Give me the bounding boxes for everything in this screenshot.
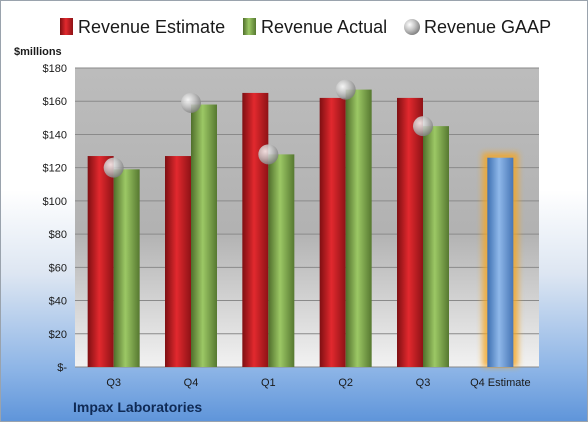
x-tick-label: Q2 — [338, 377, 353, 389]
legend: Revenue Estimate Revenue Actual Revenue … — [60, 17, 551, 37]
bar-revenue-estimate — [165, 156, 191, 367]
x-tick-label: Q3 — [106, 377, 121, 389]
bar-revenue-actual — [345, 89, 372, 367]
y-tick-label: $80 — [49, 229, 67, 241]
bar-revenue-estimate — [242, 92, 269, 368]
y-tick-label: $60 — [49, 262, 67, 274]
plot-area — [75, 68, 539, 367]
y-tick-label: $120 — [43, 163, 67, 175]
bar-q4-estimate — [487, 157, 514, 367]
bars — [87, 89, 519, 368]
gridlines — [75, 67, 539, 368]
bar-revenue-actual — [113, 169, 140, 367]
y-tick-label: $40 — [49, 296, 67, 308]
x-tick-label: Q4 Estimate — [470, 377, 531, 389]
x-tick-label: Q3 — [416, 377, 431, 389]
legend-label-estimate: Revenue Estimate — [78, 17, 225, 37]
gaap-marker — [103, 157, 124, 178]
company-name: Impax Laboratories — [73, 399, 202, 415]
bar-revenue-estimate — [397, 97, 423, 368]
x-tick-label: Q1 — [261, 377, 276, 389]
y-tick-label: $140 — [43, 129, 67, 141]
bar-revenue-actual — [423, 126, 449, 367]
x-axis: Q3 Q4 Q1 Q2 Q3 Q4 Estimate — [106, 377, 530, 389]
bar-revenue-estimate — [319, 97, 346, 368]
gaap-marker — [335, 79, 356, 100]
bar-revenue-estimate — [87, 156, 114, 367]
y-tick-label: $100 — [43, 196, 67, 208]
legend-swatch-actual — [243, 18, 256, 35]
legend-swatch-estimate — [60, 18, 73, 35]
gaap-marker — [181, 92, 201, 113]
legend-label-gaap: Revenue GAAP — [424, 17, 551, 37]
legend-label-actual: Revenue Actual — [261, 17, 387, 37]
y-tick-label: $160 — [43, 96, 67, 108]
y-tick-label: $- — [57, 362, 67, 374]
legend-swatch-gaap — [404, 19, 420, 35]
y-tick-label: $20 — [49, 329, 67, 341]
y-axis-unit: $millions — [14, 46, 62, 58]
bar-revenue-actual — [268, 154, 295, 367]
bar-revenue-actual — [191, 104, 217, 368]
gaap-markers — [103, 79, 433, 178]
gaap-marker — [258, 144, 279, 165]
gaap-marker — [413, 116, 433, 137]
y-tick-label: $180 — [43, 63, 67, 75]
x-tick-label: Q4 — [184, 377, 199, 389]
y-axis: $- $20 $40 $60 $80 $100 $120 $140 $160 $180 — [43, 63, 68, 374]
